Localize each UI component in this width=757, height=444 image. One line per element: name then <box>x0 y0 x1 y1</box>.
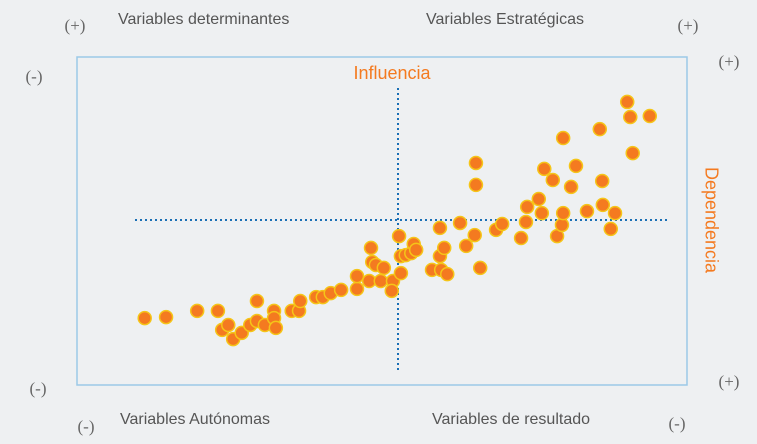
sign-label: (+) <box>719 372 740 391</box>
point <box>440 266 455 282</box>
point <box>531 191 547 207</box>
sign-label: (+) <box>719 52 740 71</box>
point <box>513 230 529 246</box>
point <box>458 238 474 254</box>
sign-label: (-) <box>30 379 47 398</box>
point <box>554 217 570 233</box>
point <box>568 158 584 174</box>
point <box>537 161 552 177</box>
point <box>221 317 236 333</box>
point <box>452 215 468 231</box>
point <box>494 216 510 232</box>
point <box>408 242 424 258</box>
point <box>137 310 152 326</box>
point <box>349 268 365 284</box>
sign-label: (+) <box>678 16 699 35</box>
sign-label: (+) <box>65 16 86 35</box>
point <box>592 121 608 137</box>
point <box>268 320 284 336</box>
sign-label: (-) <box>669 414 686 433</box>
point <box>468 155 484 171</box>
sign-label: (-) <box>26 67 43 86</box>
point <box>436 240 452 256</box>
point <box>579 203 595 219</box>
point <box>468 177 484 193</box>
point <box>432 220 448 236</box>
point <box>376 260 392 276</box>
point <box>384 283 400 299</box>
quadrant-label: Variables de resultado <box>432 411 590 428</box>
point <box>391 228 407 244</box>
point <box>534 205 550 221</box>
point <box>293 293 308 309</box>
point <box>518 214 534 230</box>
point <box>545 172 561 188</box>
point <box>249 293 265 309</box>
point <box>594 173 610 189</box>
plot-frame <box>76 56 688 386</box>
point <box>363 240 379 256</box>
point <box>595 197 611 213</box>
y-title: Dependencia <box>701 167 721 274</box>
point <box>603 221 618 237</box>
point <box>519 199 535 215</box>
point <box>623 109 638 125</box>
point <box>642 108 658 124</box>
x-title: Influencia <box>353 63 431 83</box>
point <box>158 309 174 325</box>
point <box>373 273 389 289</box>
point <box>472 260 488 276</box>
point <box>467 227 482 243</box>
point <box>563 179 579 195</box>
point <box>555 130 571 146</box>
point <box>619 94 635 110</box>
point <box>333 282 349 298</box>
point <box>189 303 205 319</box>
quadrant-label: Variables Autónomas <box>120 411 270 428</box>
point <box>349 281 365 297</box>
sign-label: (-) <box>78 417 95 436</box>
quadrant-label: Variables Estratégicas <box>426 11 584 28</box>
point <box>555 205 571 221</box>
point <box>393 265 409 281</box>
point <box>625 145 640 161</box>
point <box>607 205 623 221</box>
point <box>210 303 226 319</box>
quadrant-label: Variables determinantes <box>118 11 289 28</box>
